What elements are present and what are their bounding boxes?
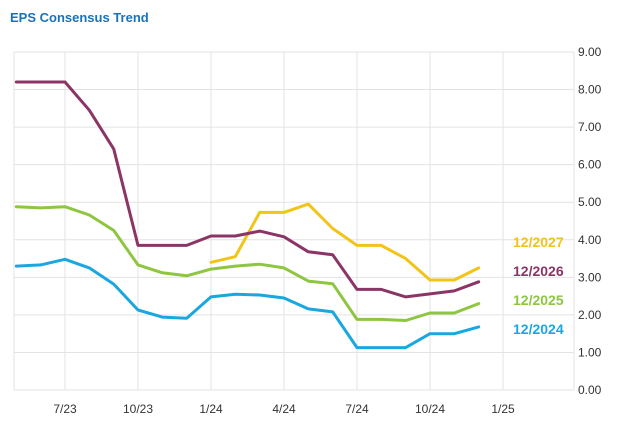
series-labels: 12/2027 12/2026 12/2025 12/2024	[513, 234, 564, 337]
series-line-12-2027	[209, 202, 481, 282]
y-tick-label: 7.00	[578, 120, 602, 134]
x-tick-label: 10/23	[123, 402, 153, 416]
y-tick-label: 8.00	[578, 83, 602, 97]
series-line-12-2026	[14, 80, 481, 299]
y-tick-label: 4.00	[578, 233, 602, 247]
x-tick-label: 7/23	[53, 402, 77, 416]
y-tick-label: 5.00	[578, 195, 602, 209]
y-tick-label: 2.00	[578, 308, 602, 322]
series-label-12-2024: 12/2024	[513, 321, 564, 337]
series-label-12-2026: 12/2026	[513, 263, 564, 279]
y-tick-label: 1.00	[578, 345, 602, 359]
y-tick-label: 9.00	[578, 45, 602, 59]
series-label-12-2025: 12/2025	[513, 292, 564, 308]
x-tick-label: 10/24	[415, 402, 445, 416]
x-tick-label: 1/24	[199, 402, 223, 416]
y-axis-ticks: 0.00 1.00 2.00 3.00 4.00 5.00 6.00 7.00 8.00 9.00	[578, 45, 602, 397]
y-tick-label: 6.00	[578, 158, 602, 172]
series-line-12-2024	[14, 257, 481, 350]
series-line-12-2025	[14, 205, 481, 322]
x-tick-label: 4/24	[272, 402, 296, 416]
x-tick-label: 7/24	[345, 402, 369, 416]
series-lines	[14, 80, 481, 350]
x-tick-label: 1/25	[491, 402, 515, 416]
chart-title: EPS Consensus Trend	[10, 10, 149, 25]
y-tick-label: 3.00	[578, 270, 602, 284]
y-tick-label: 0.00	[578, 383, 602, 397]
series-label-12-2027: 12/2027	[513, 234, 564, 250]
x-axis-ticks: 7/23 10/23 1/24 4/24 7/24 10/24 1/25	[53, 402, 515, 416]
